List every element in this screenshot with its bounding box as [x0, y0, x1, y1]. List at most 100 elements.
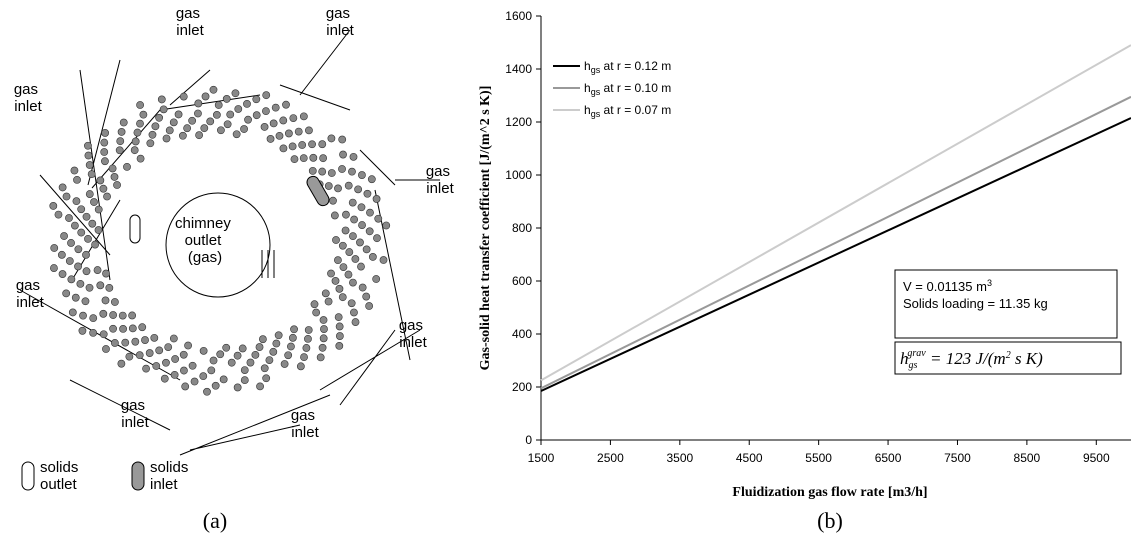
text-part: gs	[591, 109, 601, 119]
particle	[85, 190, 94, 198]
particle	[332, 236, 340, 244]
y-tick-label: 1200	[505, 115, 532, 129]
particle	[265, 356, 274, 364]
particle	[90, 198, 98, 206]
particle	[91, 240, 100, 249]
text-part: solids	[40, 459, 83, 476]
particle	[269, 119, 278, 128]
particle	[74, 245, 83, 254]
y-tick-label: 800	[512, 221, 532, 235]
particle	[349, 152, 358, 161]
particle	[244, 115, 252, 124]
particle	[298, 141, 307, 149]
particle	[139, 110, 148, 119]
particle	[289, 114, 298, 122]
particle	[324, 182, 333, 190]
particle	[309, 153, 318, 162]
particle	[243, 99, 251, 108]
particle	[280, 360, 289, 368]
particle	[367, 175, 376, 184]
particle	[262, 91, 271, 100]
particle	[240, 125, 248, 133]
particle	[82, 267, 91, 276]
text-part: gs	[591, 87, 601, 97]
legend-label: solids inlet	[150, 459, 193, 493]
particle	[70, 166, 79, 175]
annotation-box	[894, 269, 1118, 339]
particle	[135, 351, 144, 360]
particle	[164, 343, 173, 352]
particle	[312, 308, 321, 317]
particle	[240, 376, 249, 385]
particle	[212, 111, 221, 119]
text-part: inlet	[326, 22, 354, 39]
particle	[327, 269, 335, 278]
particle	[217, 126, 225, 135]
particle	[358, 171, 366, 179]
particle	[188, 116, 197, 125]
particle	[329, 196, 337, 205]
particle	[65, 214, 73, 222]
particle	[372, 275, 381, 283]
particle	[334, 256, 342, 265]
text-part: gas	[326, 5, 354, 22]
particle	[99, 184, 108, 193]
particle	[240, 366, 249, 374]
particle	[70, 221, 79, 230]
particle	[258, 335, 267, 344]
particle	[141, 336, 149, 344]
particle	[101, 129, 110, 137]
particle	[338, 135, 347, 144]
y-tick-label: 1600	[505, 9, 532, 23]
wall-lines	[19, 29, 440, 456]
particle	[146, 139, 155, 148]
particle	[157, 95, 166, 104]
particle	[246, 358, 255, 367]
text-part: inlet	[399, 334, 427, 351]
inlet-label: gas inlet	[399, 317, 428, 351]
particle	[87, 170, 96, 179]
particle	[256, 382, 264, 391]
particle	[162, 358, 170, 367]
particle	[68, 308, 77, 317]
text-part: 2	[1006, 350, 1011, 361]
particle	[279, 144, 288, 153]
text-part: (gas)	[188, 249, 222, 266]
x-tick-label: 2500	[597, 451, 624, 465]
particle	[102, 269, 110, 278]
particle	[348, 198, 357, 207]
x-tick-label: 3500	[666, 451, 693, 465]
series-line	[540, 95, 1131, 390]
particle	[181, 382, 190, 391]
particle	[363, 189, 372, 198]
particle	[76, 279, 85, 288]
particle	[368, 253, 377, 261]
particle	[226, 110, 235, 119]
text-part: grav	[907, 348, 926, 359]
text-part: at r = 0.12 m	[600, 59, 671, 73]
particle	[288, 142, 297, 151]
text-part: gas	[14, 81, 42, 98]
particle	[77, 205, 86, 214]
particle	[136, 154, 145, 163]
text-part: inlet	[176, 22, 204, 39]
particle	[142, 364, 150, 373]
particle	[84, 151, 93, 160]
particle	[272, 339, 281, 348]
legend-inlet-icon	[131, 461, 145, 491]
particle	[365, 227, 374, 236]
inlet-label: gas inlet	[291, 407, 320, 441]
particle	[79, 311, 87, 320]
text-part: inlet	[14, 98, 42, 115]
particle	[130, 146, 139, 155]
particle	[119, 325, 127, 333]
y-tick-label: 1400	[505, 62, 532, 76]
text-part: gas	[121, 397, 149, 414]
gas-arrows	[261, 250, 275, 278]
text-part: 3	[987, 278, 992, 288]
particle	[338, 293, 347, 302]
x-tick-label: 5500	[805, 451, 832, 465]
particle	[294, 127, 303, 136]
particle	[308, 166, 317, 175]
